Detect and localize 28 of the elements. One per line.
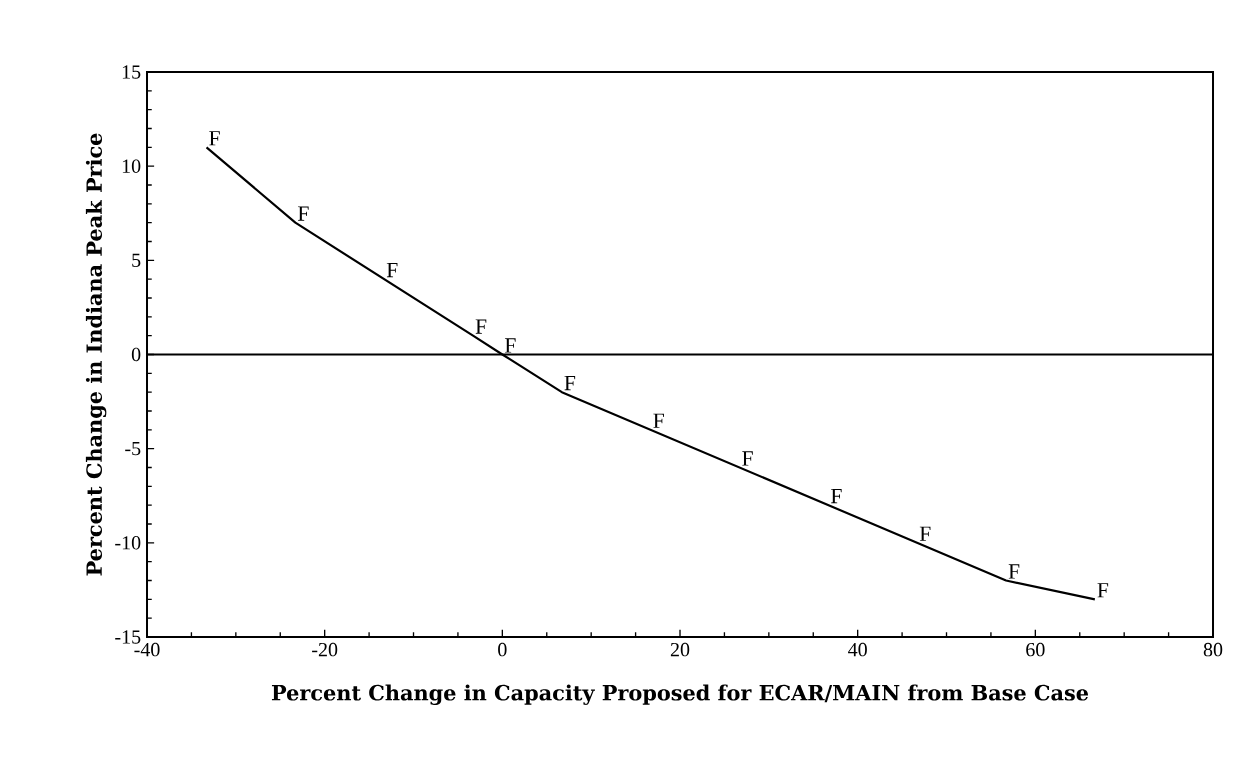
x-tick-label: 40: [848, 642, 867, 657]
y-tick-label: -15: [115, 630, 141, 644]
y-tick-label: -10: [115, 536, 141, 550]
y-axis-title: Percent Change in Indiana Peak Price: [85, 133, 107, 576]
y-tick-label: 15: [122, 65, 141, 79]
annotation: F: [564, 375, 576, 391]
annotation: F: [1097, 583, 1109, 598]
annotation: F: [1008, 564, 1020, 579]
annotation: F: [386, 262, 398, 278]
x-tick-label: -40: [134, 642, 160, 657]
y-tick-label: -5: [125, 442, 141, 456]
x-axis-title: Percent Change in Capacity Proposed for ECAR/MAIN from Base Case: [271, 684, 1089, 705]
annotation: F: [830, 488, 842, 504]
annotation: F: [209, 131, 220, 146]
annotation: F: [504, 338, 516, 353]
annotation: F: [653, 413, 664, 428]
x-tick-label: 0: [498, 642, 507, 657]
annotation: F: [919, 526, 931, 541]
y-tick-label: 10: [122, 159, 141, 173]
x-tick-label: -20: [312, 642, 338, 657]
x-tick-label: 20: [670, 642, 690, 657]
annotation: F: [742, 451, 753, 466]
x-tick-label: 80: [1203, 642, 1223, 657]
y-tick-label: 0: [131, 347, 141, 362]
x-tick-label: 60: [1026, 642, 1045, 657]
y-tick-label: 5: [132, 253, 141, 267]
annotation: F: [297, 206, 309, 221]
annotation: F: [475, 319, 487, 334]
